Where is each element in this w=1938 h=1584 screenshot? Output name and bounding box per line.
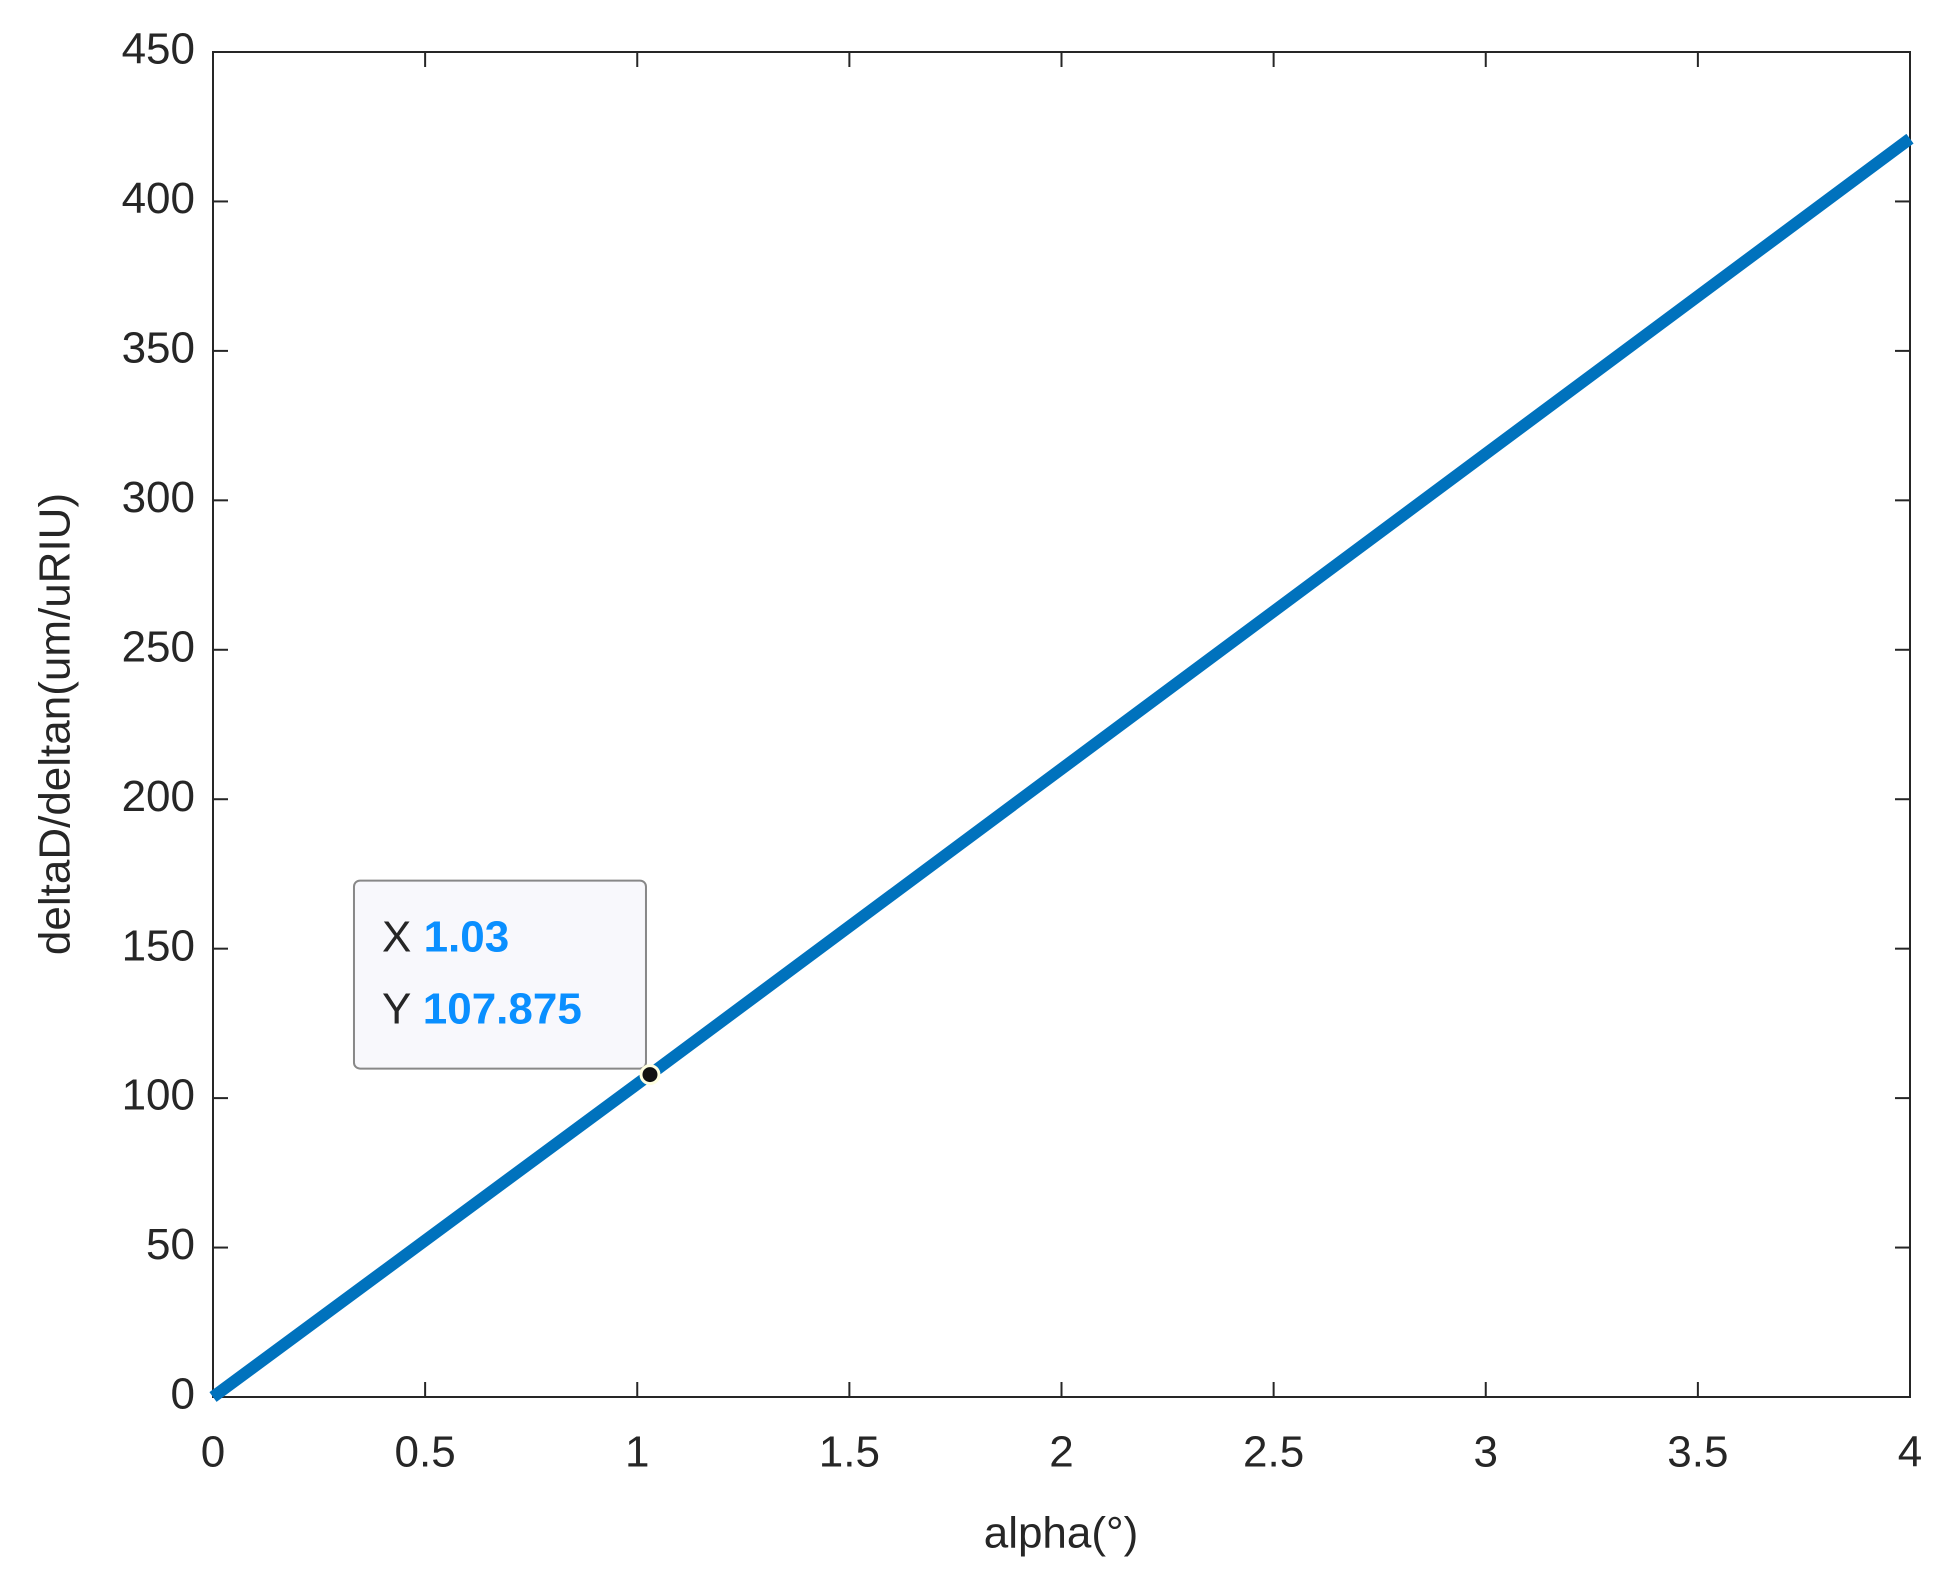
datatip-row: X 1.03 (382, 912, 509, 961)
y-axis-label: deltaD/deltan(um/uRIU) (31, 493, 80, 955)
x-tick-label: 4 (1898, 1428, 1922, 1477)
y-tick-label: 0 (171, 1370, 195, 1419)
y-tick-label: 200 (122, 772, 195, 821)
y-tick-label: 400 (122, 174, 195, 223)
x-tick-label: 3 (1474, 1428, 1498, 1477)
x-tick-label: 0 (201, 1428, 225, 1477)
y-tick-label: 450 (122, 25, 195, 74)
datatip-point (639, 1064, 661, 1086)
datatip-value: 107.875 (423, 984, 582, 1033)
plot-area (212, 51, 1911, 1398)
y-tick-label: 100 (122, 1071, 195, 1120)
y-tick-label: 50 (146, 1220, 195, 1269)
y-tick-label: 150 (122, 921, 195, 970)
datatip-row: Y 107.875 (382, 984, 582, 1033)
y-tick-label: 350 (122, 324, 195, 373)
datatip-value: 1.03 (424, 912, 510, 961)
x-tick-label: 2.5 (1243, 1428, 1304, 1477)
x-tick-label: 1.5 (819, 1428, 880, 1477)
datatip-key: Y (382, 984, 411, 1033)
x-tick-label: 0.5 (395, 1428, 456, 1477)
y-tick-label: 300 (122, 473, 195, 522)
x-axis-label: alpha(°) (984, 1509, 1139, 1558)
x-tick-label: 1 (625, 1428, 649, 1477)
datatip-key: X (382, 912, 411, 961)
x-tick-label: 3.5 (1667, 1428, 1728, 1477)
x-tick-label: 2 (1049, 1428, 1073, 1477)
y-tick-label: 250 (122, 622, 195, 671)
datatip-box (352, 879, 647, 1070)
